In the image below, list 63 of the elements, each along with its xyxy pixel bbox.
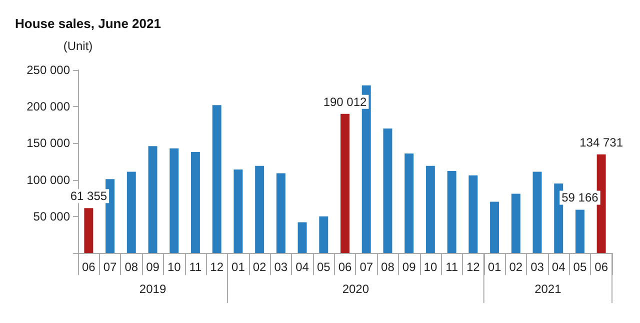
x-tick-label: 10 — [424, 260, 438, 274]
x-tick-label: 11 — [189, 260, 202, 274]
data-label: 134 731 — [580, 135, 624, 150]
bar — [170, 148, 179, 253]
bar — [554, 183, 564, 253]
x-tick-label: 08 — [381, 260, 395, 274]
x-tick-label: 07 — [103, 260, 118, 274]
x-tick-label: 04 — [296, 260, 310, 274]
y-tick-label: 250 000 — [26, 63, 70, 77]
bar — [319, 216, 328, 253]
x-tick-label: 03 — [274, 260, 288, 274]
x-tick-label: 05 — [316, 260, 331, 274]
x-tick-label: 11 — [446, 260, 458, 274]
text: 2019 — [139, 282, 166, 296]
x-tick-label: 03 — [530, 260, 544, 274]
x-tick-label: 09 — [146, 260, 160, 274]
bar — [84, 208, 94, 253]
x-tick-label: 12 — [466, 260, 480, 274]
y-axis-title: (Unit) — [63, 39, 93, 53]
bar — [426, 166, 435, 253]
x-tick-label: 01 — [488, 260, 502, 274]
x-tick-label: 08 — [124, 260, 138, 274]
bar — [575, 210, 584, 253]
text: 2021 — [534, 282, 562, 296]
chart-title: House sales, June 2021 — [15, 16, 161, 31]
y-tick-label: 50 000 — [33, 209, 70, 224]
bar — [404, 153, 414, 253]
bar — [190, 152, 200, 253]
data-label: 61 355 — [70, 189, 108, 204]
bar — [511, 194, 520, 253]
x-tick-label: 07 — [360, 260, 374, 274]
bar — [468, 175, 478, 253]
bar — [234, 170, 243, 253]
text: 2020 — [342, 282, 370, 296]
bar — [106, 179, 115, 253]
bar — [490, 202, 500, 253]
x-tick-label: 06 — [82, 260, 96, 274]
x-tick-label: 02 — [509, 260, 523, 274]
x-tick-label: 06 — [594, 260, 608, 274]
x-tick-label: 12 — [210, 260, 224, 274]
bar — [212, 105, 222, 253]
y-tick-label: 200 000 — [26, 100, 70, 114]
x-tick-label: 04 — [552, 260, 566, 274]
x-tick-label: 05 — [573, 260, 587, 274]
data-label: 59 166 — [562, 190, 599, 205]
bar — [148, 146, 158, 253]
bar — [255, 166, 264, 253]
x-tick-label: 02 — [252, 260, 267, 274]
bar — [596, 154, 606, 253]
y-tick-label: 150 000 — [26, 136, 70, 150]
x-tick-label: 10 — [167, 260, 182, 274]
data-label: 190 012 — [323, 94, 368, 109]
x-tick-label: 09 — [402, 260, 416, 274]
bar — [532, 172, 542, 253]
x-tick-label: 01 — [232, 260, 246, 274]
y-tick-label: 100 000 — [26, 172, 70, 187]
bar — [340, 114, 350, 253]
bar — [126, 172, 136, 253]
bar — [298, 222, 307, 253]
bar — [447, 171, 456, 253]
bar — [276, 173, 286, 253]
x-tick-label: 06 — [338, 260, 352, 274]
bar — [383, 128, 392, 253]
